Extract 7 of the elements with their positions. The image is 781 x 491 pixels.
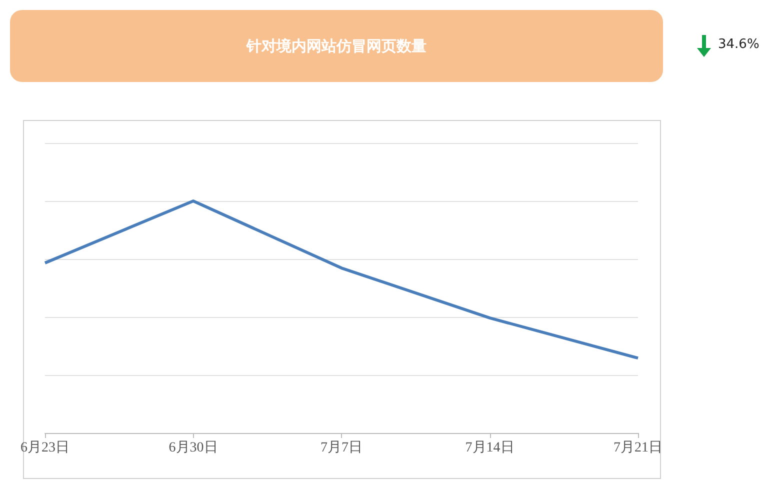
text: 34.6% <box>718 37 760 52</box>
x-tick-label: 6月30日 <box>168 440 218 456</box>
x-tick-label: 7月7日 <box>320 440 362 456</box>
x-tick-label: 6月23日 <box>20 440 70 456</box>
chart-title: 针对境内网站仿冒网页数量 <box>10 10 663 82</box>
x-tick-label: 7月21日 <box>614 440 662 456</box>
x-tick-label: 7月14日 <box>465 440 514 456</box>
